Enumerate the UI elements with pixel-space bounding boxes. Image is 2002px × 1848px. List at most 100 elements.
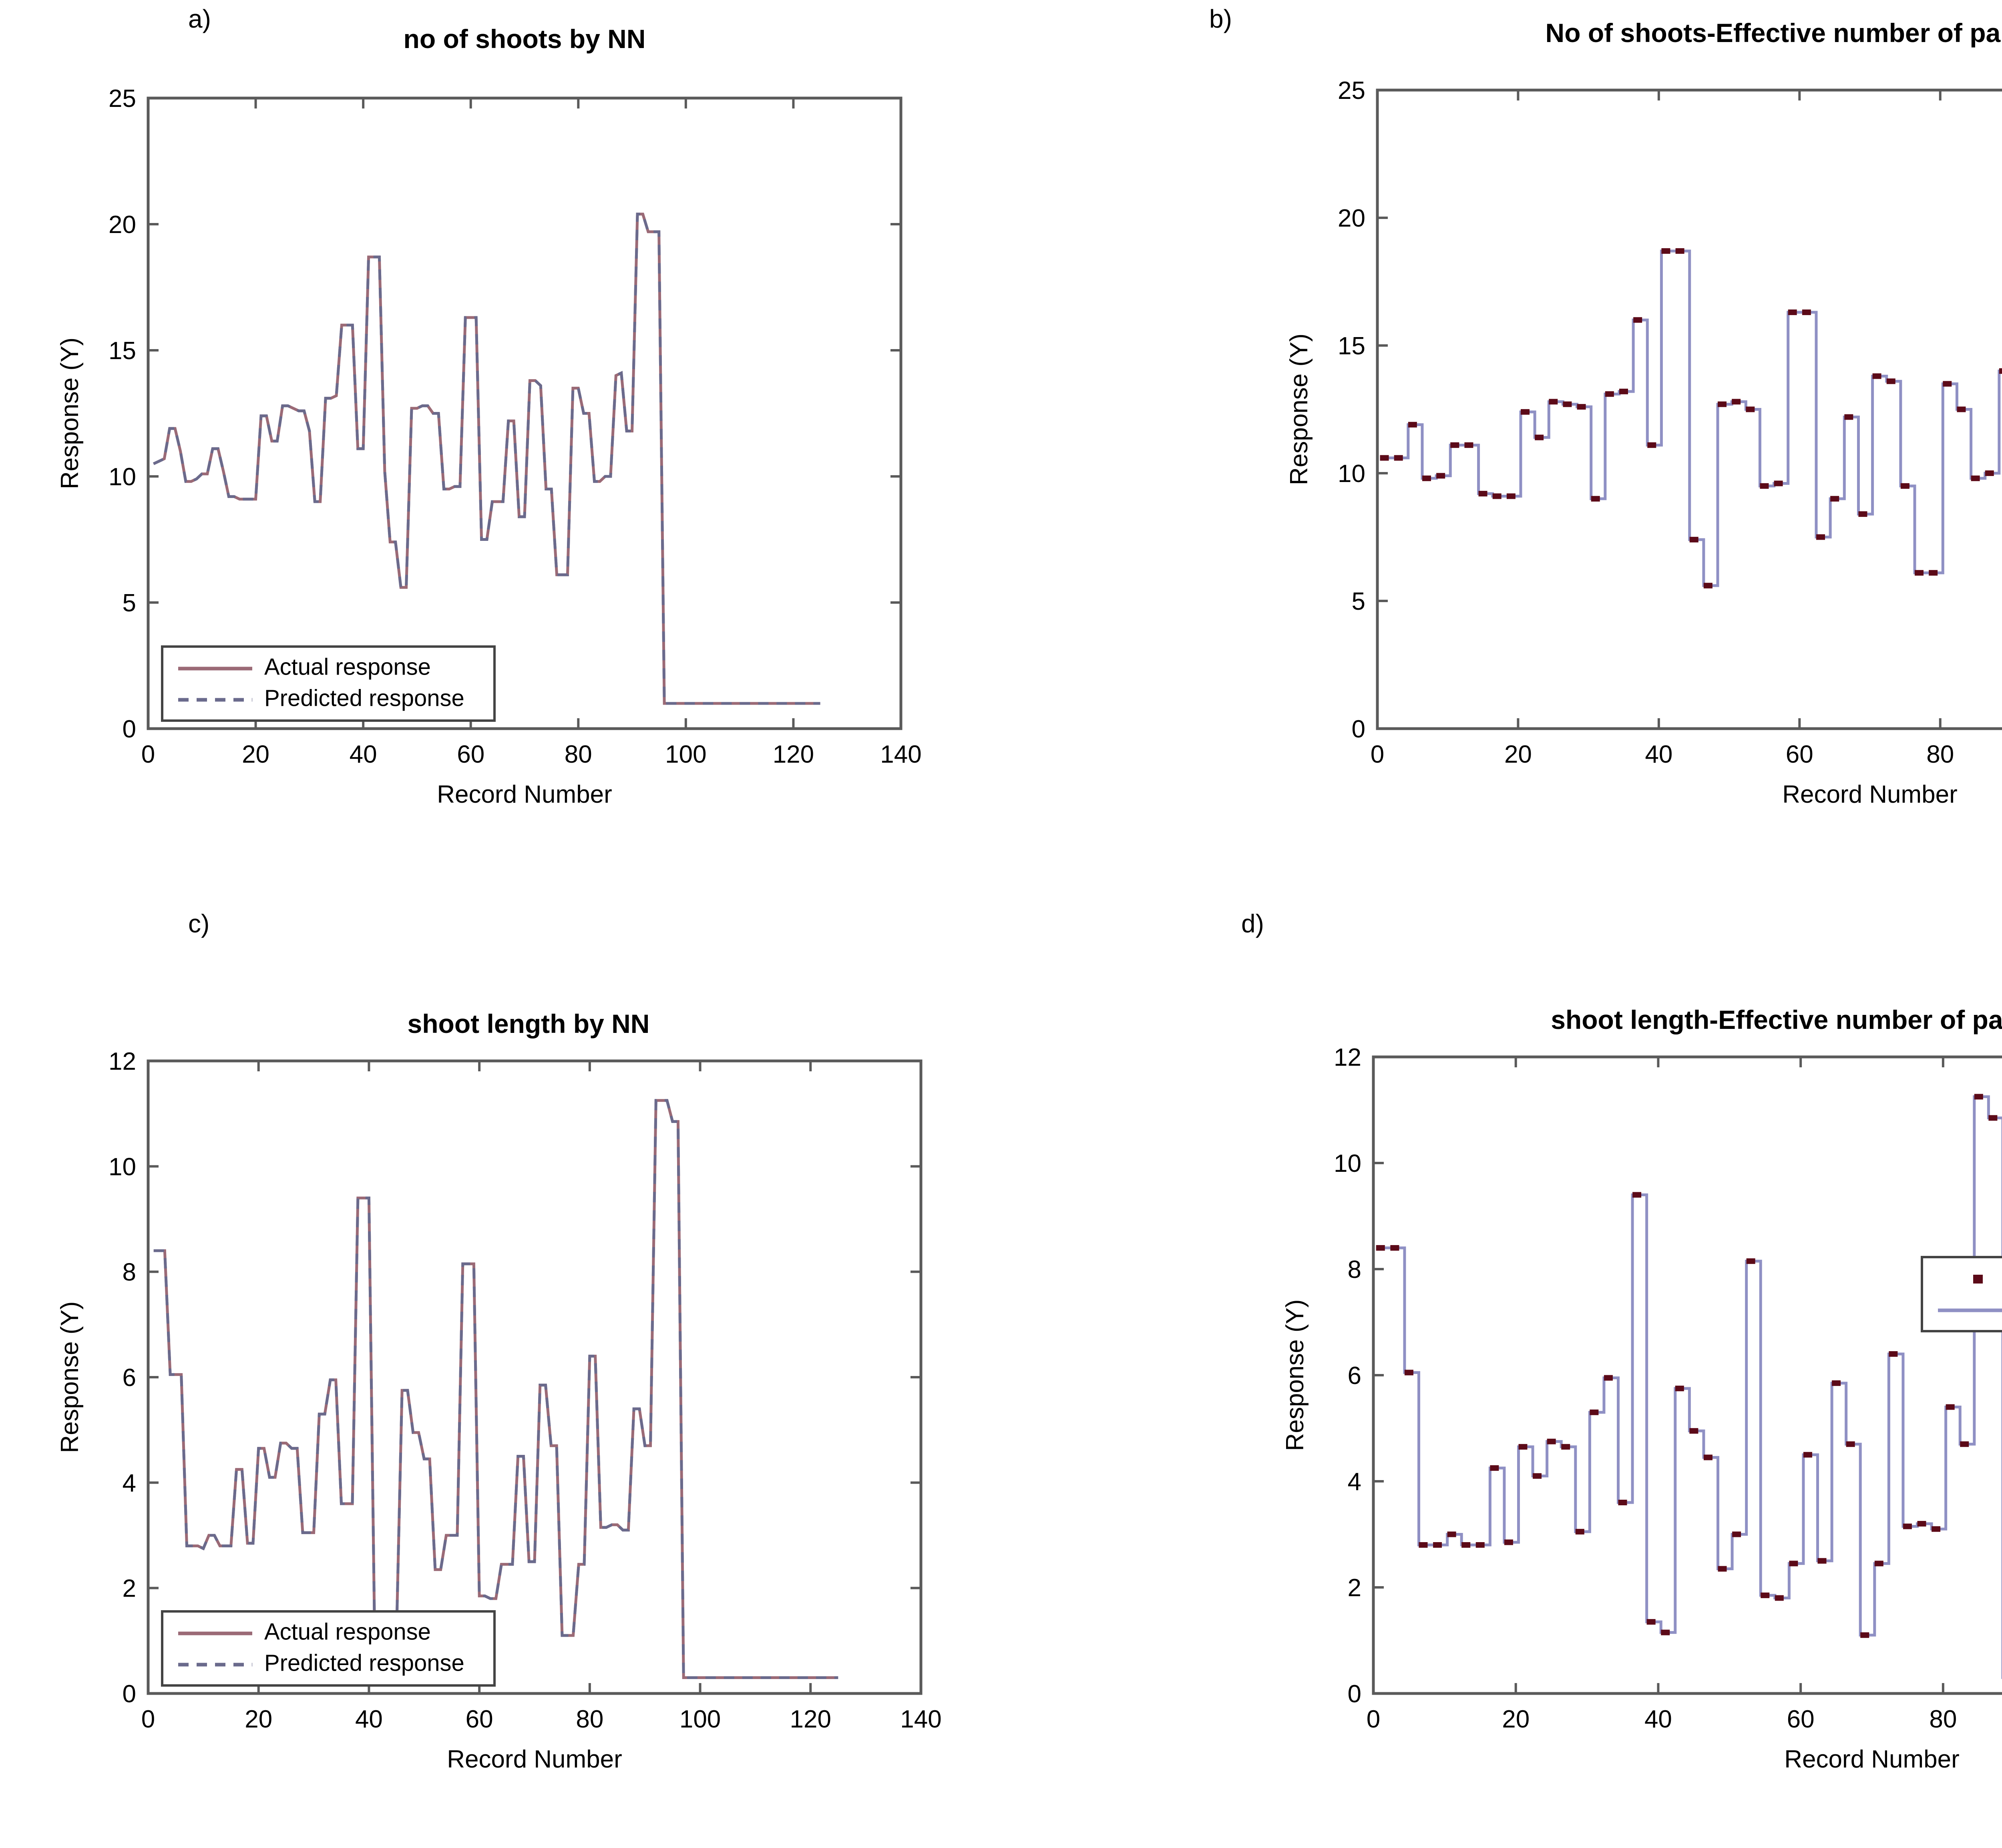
data-marker (1803, 1452, 1812, 1458)
y-tick-label: 6 (123, 1364, 136, 1392)
data-marker (1376, 1245, 1385, 1251)
x-tick-label: 80 (1926, 741, 1954, 768)
chart-title: shoot length by NN (408, 1009, 650, 1038)
data-marker (1632, 1192, 1642, 1198)
plot-frame (1372, 1055, 2002, 1695)
data-marker (1390, 1245, 1399, 1251)
data-marker (1575, 1529, 1584, 1535)
x-tick-label: 40 (355, 1705, 383, 1733)
data-marker (1872, 373, 1881, 379)
data-marker (1874, 1561, 1883, 1567)
data-marker (1718, 1566, 1727, 1572)
data-marker (1844, 414, 1853, 420)
data-marker (1461, 1542, 1471, 1548)
data-marker (1561, 1444, 1570, 1450)
data-marker (1830, 496, 1839, 502)
data-marker (1504, 1539, 1513, 1545)
chart-legend: Actual response Predicted response (161, 645, 496, 722)
legend-label: Actual response (264, 1619, 431, 1645)
data-markers (1376, 1094, 1998, 1638)
data-marker (1492, 493, 1502, 499)
data-marker (1521, 409, 1530, 415)
data-marker (1889, 1351, 1898, 1357)
y-tick-label: 0 (1348, 1680, 1361, 1708)
data-marker (1971, 475, 1980, 481)
data-marker (1746, 1258, 1755, 1264)
data-marker (1788, 309, 1797, 315)
x-tick-label: 100 (679, 1705, 721, 1733)
data-marker (1988, 1115, 1998, 1121)
x-tick-label: 20 (245, 1705, 272, 1733)
data-marker (1518, 1444, 1528, 1450)
x-tick-label: 80 (565, 741, 592, 768)
data-marker (1802, 309, 1811, 315)
data-marker (1846, 1441, 1855, 1447)
x-tick-label: 120 (790, 1705, 831, 1733)
data-marker (1915, 570, 1924, 576)
data-marker (1464, 442, 1473, 448)
data-marker (1422, 475, 1431, 481)
data-marker (1506, 493, 1516, 499)
y-tick-label: 15 (109, 337, 136, 365)
x-tick-label: 0 (1367, 1705, 1380, 1733)
data-marker (1929, 570, 1938, 576)
y-tick-label: 5 (1352, 588, 1365, 615)
data-marker (1404, 1370, 1413, 1376)
y-tick-label: 0 (123, 715, 136, 743)
series-line-solid (1376, 1095, 2002, 1679)
series-line-dashed (153, 213, 820, 705)
chart-panel-a: no of shoots by NN 0 20 40 60 80 100 120 140 0 5 10… (56, 24, 922, 808)
data-marker (1436, 473, 1445, 479)
y-tick-label: 4 (123, 1469, 136, 1497)
data-marker (1563, 401, 1572, 407)
panel-letter-d: d) (1241, 909, 1264, 938)
legend-label: Predicted response (264, 1650, 464, 1676)
data-marker (1380, 455, 1389, 461)
data-marker (1577, 404, 1586, 410)
data-marker (1618, 1500, 1627, 1505)
data-marker (1490, 1465, 1499, 1471)
x-tick-label: 0 (141, 741, 155, 768)
y-tick-label: 10 (109, 463, 136, 491)
x-tick-label: 40 (1644, 1705, 1672, 1733)
x-tick-label: 0 (141, 1705, 155, 1733)
x-axis-label: Record Number (447, 1746, 622, 1773)
data-marker (1549, 399, 1558, 405)
y-tick-label: 10 (1334, 1150, 1361, 1177)
x-axis-label: Record Number (437, 781, 612, 808)
y-axis-label: Response (Y) (1285, 333, 1313, 485)
x-tick-label: 0 (1371, 741, 1384, 768)
y-tick-label: 20 (1338, 205, 1365, 232)
data-marker (1903, 1523, 1912, 1529)
y-axis-label: Response (Y) (56, 1301, 84, 1453)
data-marker (1633, 317, 1642, 323)
x-tick-label: 60 (1787, 1705, 1815, 1733)
data-marker (1590, 1409, 1599, 1415)
data-marker (1647, 442, 1656, 448)
chart-title: shoot length-Effective number of paramet… (1551, 1005, 2002, 1034)
legend-marker-swatch (1973, 1275, 1983, 1284)
chart-panel-d: shoot length-Effective number of paramet… (1281, 1005, 2002, 1773)
data-marker (1619, 388, 1628, 394)
panel-b: No of shoots-Effective number of paramet… (1201, 0, 2002, 901)
data-marker (1661, 248, 1670, 254)
data-marker (1760, 483, 1769, 489)
y-tick-label: 8 (123, 1259, 136, 1286)
data-marker (1917, 1521, 1926, 1527)
y-axis-label: Response (Y) (56, 337, 84, 489)
data-marker (1433, 1542, 1442, 1548)
y-tick-label: 0 (1352, 715, 1365, 743)
data-marker (1661, 1629, 1670, 1635)
series-line-solid (1380, 249, 2002, 587)
data-marker (1646, 1619, 1656, 1625)
data-marker (1533, 1473, 1542, 1479)
x-tick-label: 20 (242, 741, 269, 768)
data-marker (1816, 534, 1825, 540)
data-marker (1999, 368, 2002, 374)
panel-letter-c: c) (188, 909, 210, 938)
data-marker (1732, 399, 1741, 405)
x-tick-label: 80 (576, 1705, 603, 1733)
x-tick-label: 100 (665, 741, 706, 768)
x-tick-label: 140 (900, 1705, 941, 1733)
